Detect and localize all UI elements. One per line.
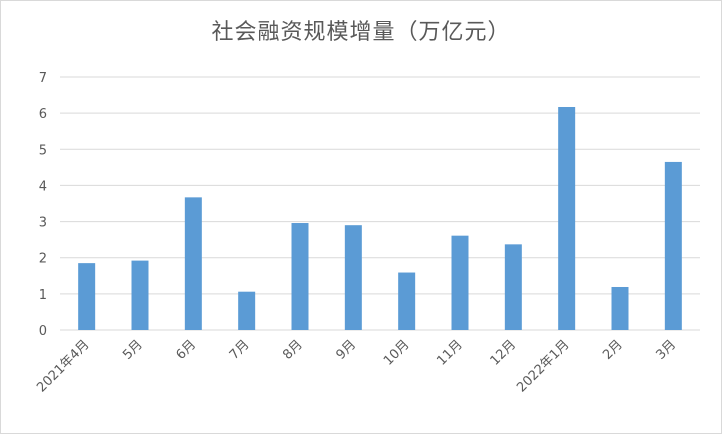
y-axis-ticks: 0 1 2 3 4 5 6 7: [39, 71, 47, 339]
x-tick-label: 3月: [654, 337, 680, 363]
bars: [78, 106, 682, 331]
bar: [664, 161, 682, 330]
y-tick-label: 4: [39, 179, 47, 194]
bar: [184, 197, 202, 330]
y-tick-label: 2: [39, 252, 47, 267]
y-tick-label: 6: [39, 107, 47, 122]
x-tick-label: 2月: [600, 337, 626, 363]
bar: [611, 286, 629, 330]
x-tick-label: 11月: [434, 337, 465, 368]
bar: [78, 263, 96, 330]
x-tick-label: 2021年4月: [34, 337, 92, 395]
x-tick-label: 8月: [280, 337, 306, 363]
x-tick-label: 7月: [227, 337, 253, 363]
y-tick-label: 1: [39, 288, 47, 303]
gridlines: [60, 76, 700, 331]
chart-title: 社会融资规模增量（万亿元）: [211, 20, 511, 45]
x-tick-label: 9月: [334, 337, 360, 363]
y-tick-label: 0: [39, 324, 47, 339]
x-tick-label: 10月: [381, 337, 412, 368]
bar: [398, 272, 416, 330]
x-tick-label: 5月: [120, 337, 146, 363]
bar: [451, 235, 469, 330]
bar: [558, 106, 576, 331]
x-tick-label: 2022年1月: [514, 337, 572, 395]
bar: [238, 291, 256, 330]
bar: [504, 244, 522, 330]
y-tick-label: 3: [39, 216, 47, 231]
x-tick-label: 6月: [174, 337, 200, 363]
bar: [344, 225, 362, 330]
bar: [131, 260, 149, 330]
y-tick-label: 5: [39, 143, 47, 158]
bar: [291, 223, 309, 330]
y-tick-label: 7: [39, 71, 47, 86]
x-tick-label: 12月: [488, 337, 519, 368]
